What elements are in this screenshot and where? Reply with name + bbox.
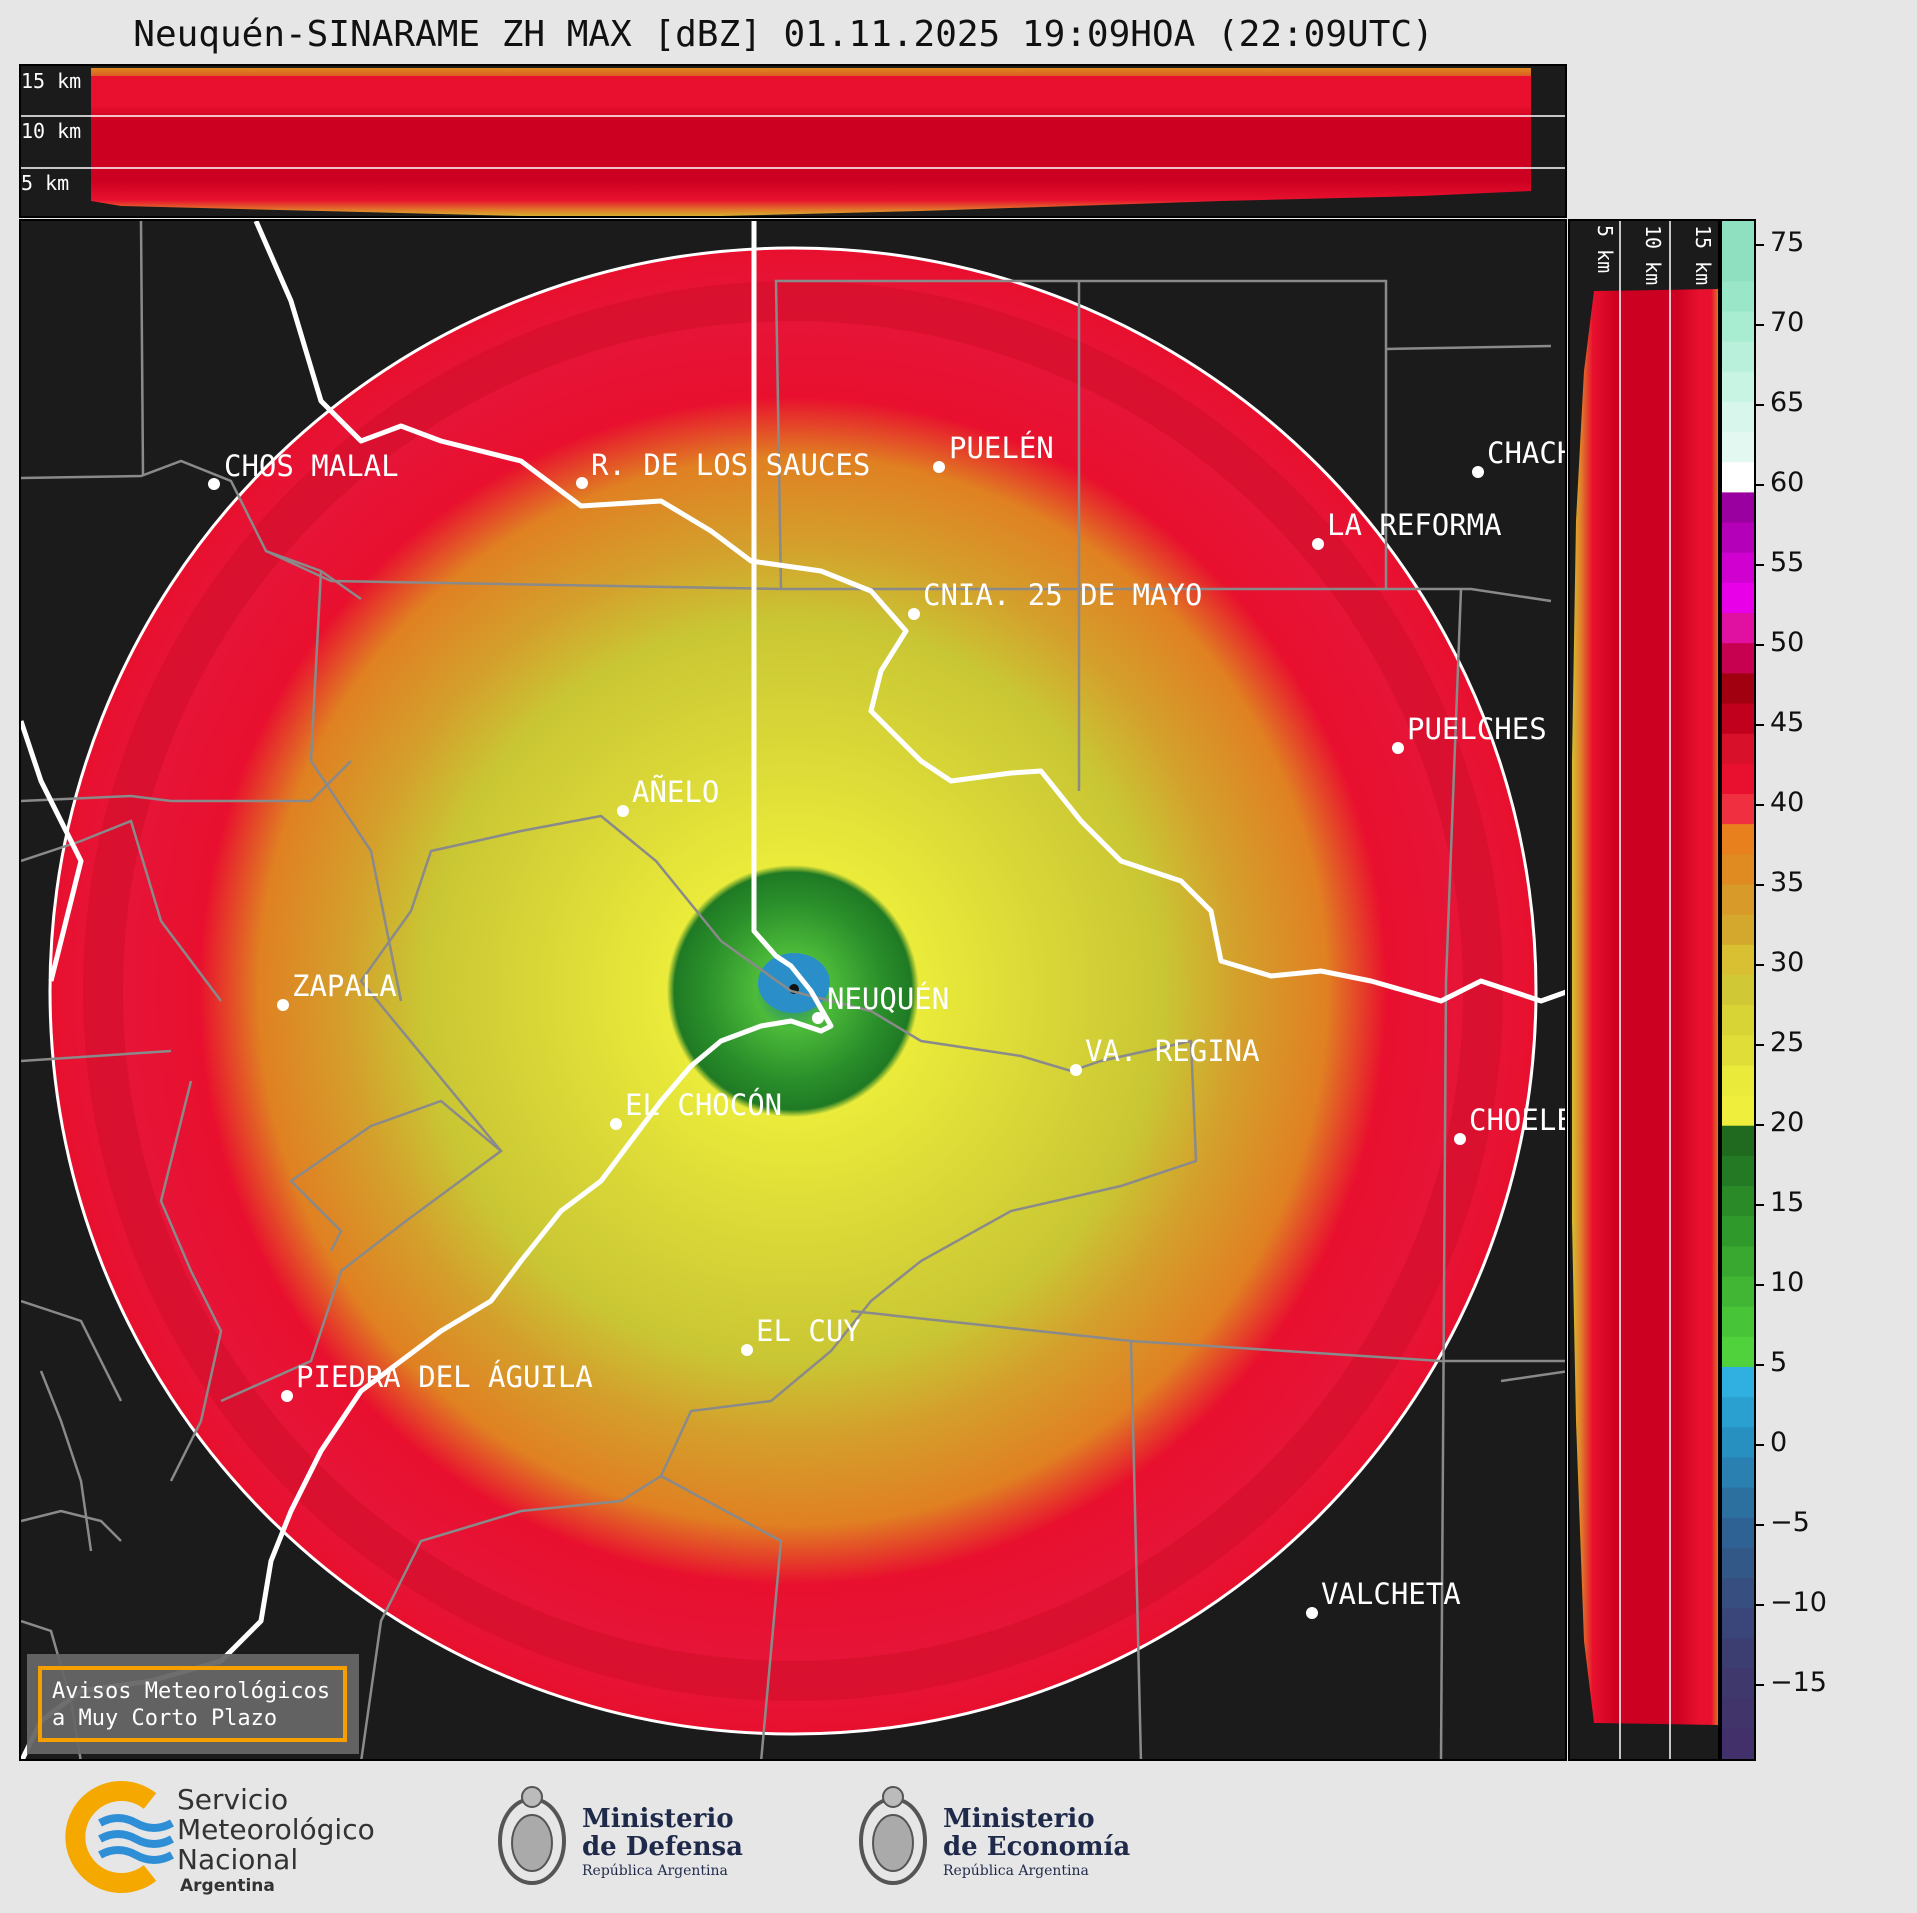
colorbar-swatch (1722, 432, 1754, 463)
colorbar-swatch (1722, 371, 1754, 403)
smn-line-1: Servicio (177, 1783, 288, 1816)
economia-line-3: República Argentina (943, 1863, 1089, 1879)
colorbar-swatch (1722, 613, 1754, 644)
colorbar-swatch (1722, 251, 1754, 282)
colorbar-swatch (1722, 1216, 1754, 1247)
side-height-label-5: 5 km (1593, 225, 1617, 273)
place-label: CHOS MALAL (224, 449, 399, 483)
place-label: VALCHETA (1321, 1577, 1461, 1611)
place-label: VA. REGINA (1085, 1034, 1260, 1068)
colorbar-swatch (1722, 1728, 1754, 1760)
smn-line-4: Argentina (180, 1876, 275, 1896)
colorbar-swatch (1722, 733, 1754, 765)
notice-line-2: a Muy Corto Plazo (52, 1706, 277, 1731)
colorbar-swatch (1722, 341, 1754, 373)
colorbar-swatch (1722, 522, 1754, 554)
place-label: EL CUY (756, 1314, 861, 1348)
colorbar-swatch (1722, 1638, 1754, 1670)
colorbar-swatch (1722, 401, 1754, 433)
colorbar-swatch (1722, 884, 1754, 916)
economia-line-2: de Economía (943, 1832, 1130, 1862)
place-label: CHOELE (1469, 1103, 1567, 1137)
colorbar-swatch (1722, 552, 1754, 584)
colorbar-swatch (1722, 1366, 1754, 1398)
place-label: PUELÉN (949, 431, 1054, 465)
colorbar-swatch (1722, 793, 1754, 825)
side-height-label-10: 10 km (1641, 225, 1665, 285)
colorbar-swatch (1722, 221, 1754, 252)
colorbar-swatch (1722, 1246, 1754, 1278)
colorbar-swatch (1722, 1035, 1754, 1066)
map-title: Neuquén-SINARAME ZH MAX [dBZ] 01.11.2025… (133, 14, 1434, 55)
colorbar-swatch (1722, 914, 1754, 946)
colorbar-swatch (1722, 1005, 1754, 1036)
colorbar-swatch (1722, 854, 1754, 886)
place-label: CHACH (1487, 436, 1567, 470)
colorbar-swatch (1722, 1276, 1754, 1308)
colorbar-swatch (1722, 281, 1754, 313)
economia-line-1: Ministerio (943, 1804, 1095, 1834)
colorbar-ticks: 75 70 65 60 55 50 45 40 35 30 25 20 15 1… (1756, 227, 1827, 1698)
defensa-line-3: República Argentina (582, 1863, 728, 1879)
top-height-label-15: 15 km (21, 69, 81, 93)
radar-map: CHOS MALAL R. DE LOS SAUCES PUELÉN CHACH… (19, 219, 1567, 1761)
place-label: AÑELO (632, 775, 719, 809)
colorbar-swatch (1722, 462, 1754, 494)
colorbar-swatch (1722, 1698, 1754, 1730)
place-label: R. DE LOS SAUCES (591, 448, 870, 482)
colorbar-swatch (1722, 1306, 1754, 1338)
short-term-warning-box: Avisos Meteorológicos a Muy Corto Plazo (27, 1654, 359, 1754)
colorbar-swatch (1722, 492, 1754, 524)
colorbar-swatch (1722, 1095, 1754, 1127)
colorbar-swatch (1722, 1578, 1754, 1609)
ministerio-defensa-logo: Ministerio de Defensa República Argentin… (498, 1786, 743, 1885)
colorbar-swatch (1722, 1608, 1754, 1639)
smn-line-2: Meteorológico (177, 1813, 375, 1846)
colorbar-swatch (1722, 582, 1754, 614)
defensa-line-2: de Defensa (582, 1832, 743, 1862)
colorbar-swatch (1722, 673, 1754, 705)
colorbar-swatch (1722, 1065, 1754, 1097)
place-label: NEUQUÉN (827, 982, 949, 1016)
place-label: PUELCHES (1407, 712, 1547, 746)
colorbar-swatch (1722, 1397, 1754, 1428)
colorbar-swatch (1722, 1517, 1754, 1549)
place-label: EL CHOCÓN (625, 1088, 782, 1122)
colorbar-swatch (1722, 1125, 1754, 1157)
place-label: LA REFORMA (1327, 508, 1502, 542)
notice-line-1: Avisos Meteorológicos (52, 1679, 330, 1704)
side-height-label-15: 15 km (1691, 225, 1715, 285)
colorbar-swatch (1722, 1427, 1754, 1459)
colorbar-swatch (1722, 1336, 1754, 1368)
smn-logo: Servicio Meteorológico Nacional Argentin… (65, 1781, 375, 1896)
colorbar-swatch (1722, 1155, 1754, 1187)
colorbar-swatch (1722, 824, 1754, 855)
colorbar-swatch (1722, 311, 1754, 343)
side-height-profile: 5 km 10 km 15 km (1568, 219, 1720, 1761)
ministerio-economia-logo: Ministerio de Economía República Argenti… (859, 1786, 1130, 1885)
place-label: CNIA. 25 DE MAYO (923, 578, 1202, 612)
colorbar-swatch (1722, 1487, 1754, 1519)
colorbar-swatch (1722, 944, 1754, 976)
footer-logos: Servicio Meteorológico Nacional Argentin… (0, 1761, 1917, 1909)
colorbar-swatch (1722, 1457, 1754, 1489)
colorbar-swatch (1722, 643, 1754, 674)
place-label: PIEDRA DEL ÁGUILA (296, 1360, 593, 1394)
top-height-profile: 15 km 10 km 5 km (19, 64, 1567, 218)
dbz-colorbar (1720, 219, 1756, 1761)
smn-line-3: Nacional (177, 1843, 298, 1876)
top-height-label-5: 5 km (21, 171, 69, 195)
defensa-line-1: Ministerio (582, 1804, 734, 1834)
colorbar-swatch (1722, 1668, 1754, 1700)
colorbar-swatch (1722, 703, 1754, 735)
colorbar-swatch (1722, 1186, 1754, 1217)
top-height-label-10: 10 km (21, 119, 81, 143)
colorbar-swatch (1722, 974, 1754, 1006)
place-label: ZAPALA (292, 969, 397, 1003)
colorbar-swatch (1722, 1547, 1754, 1579)
colorbar-swatch (1722, 763, 1754, 795)
